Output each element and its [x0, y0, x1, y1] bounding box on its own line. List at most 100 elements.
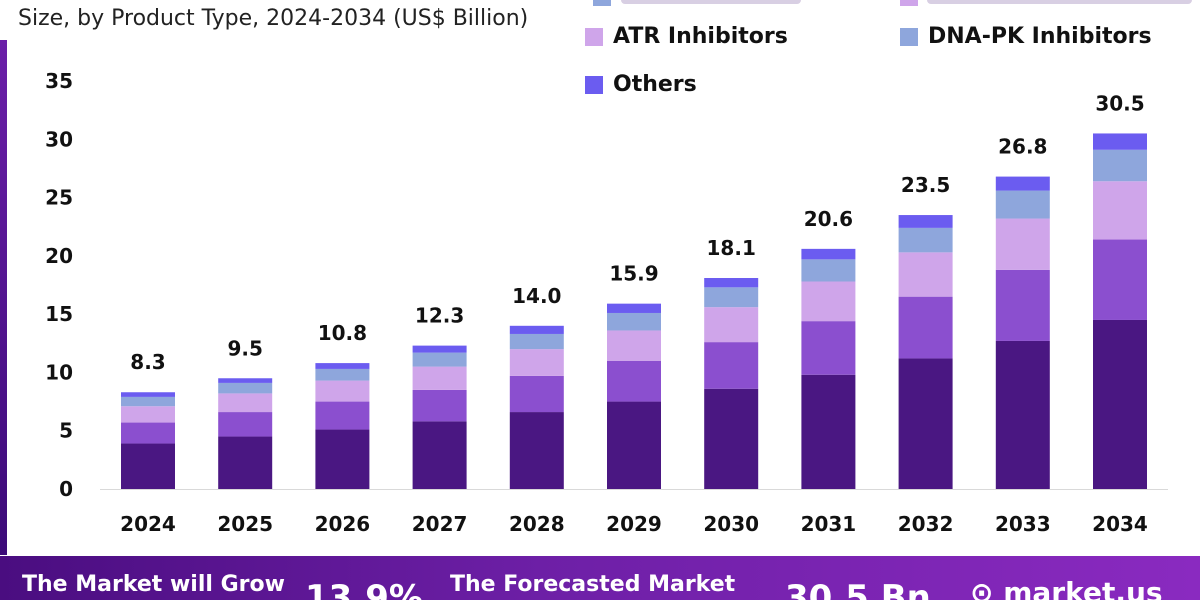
bar-total-label: 15.9 [609, 262, 658, 286]
bar-segment [412, 352, 467, 367]
bar-segment [801, 259, 856, 282]
y-tick-label: 0 [59, 477, 73, 501]
legend-swatch [900, 27, 918, 46]
x-tick-label: 2026 [315, 512, 371, 536]
bar-segment [801, 248, 856, 260]
x-tick-label: 2031 [801, 512, 857, 536]
bar-segment [218, 393, 273, 413]
bar-segment [801, 281, 856, 322]
bar-segment [801, 321, 856, 375]
bar-segment [607, 360, 661, 402]
legend-item-dna-pk-inhibitors: DNA-PK Inhibitors [900, 24, 1152, 49]
x-tick-label: 2029 [606, 512, 662, 536]
bar-segment [412, 421, 467, 489]
legend-label: DNA-PK Inhibitors [928, 24, 1152, 49]
bar-total-label: 23.5 [901, 173, 950, 197]
bar-segment [218, 382, 273, 394]
bar-segment [607, 303, 661, 313]
legend-clipped-label [927, 0, 1192, 4]
bar-segment [412, 366, 467, 390]
bar-segment [218, 436, 273, 489]
bar-segment [704, 388, 759, 489]
bar-segment [1093, 133, 1147, 150]
footer-forecast-label: The Forecasted Market [450, 572, 736, 597]
bar-total-label: 10.8 [318, 321, 367, 345]
x-tick-label: 2033 [995, 512, 1051, 536]
footer-grow-label: The Market will Grow [22, 572, 285, 597]
bar-segment [509, 325, 564, 334]
bar-segment [315, 429, 370, 489]
x-tick-label: 2025 [217, 512, 273, 536]
y-tick-label: 10 [45, 360, 73, 384]
bar-segment [995, 190, 1050, 219]
bar-total-label: 20.6 [804, 207, 853, 231]
footer-cagr-value: 13.9% [305, 578, 423, 600]
bar-segment [121, 443, 175, 489]
bar-segment [509, 333, 564, 350]
bar-segment [412, 345, 467, 353]
bar-segment [607, 401, 661, 489]
bar-segment [1093, 319, 1147, 489]
y-tick-label: 25 [45, 186, 73, 210]
legend-label: ATR Inhibitors [613, 24, 788, 49]
bar-segment [898, 358, 953, 489]
bar-total-label: 14.0 [512, 284, 561, 308]
bar-segment [121, 406, 175, 423]
x-tick-label: 2030 [703, 512, 759, 536]
bar-segment [315, 368, 370, 381]
bar-segment [995, 269, 1050, 341]
bar-segment [995, 218, 1050, 270]
bar-segment [412, 389, 467, 422]
bar-segment [218, 378, 273, 383]
bar-segment [995, 340, 1050, 489]
bar-total-label: 30.5 [1095, 91, 1144, 115]
bar-segment [315, 380, 370, 402]
legend-swatch [585, 75, 603, 94]
bar-segment [704, 307, 759, 343]
brand-name: market.us [1003, 576, 1163, 600]
footer-forecast-value: 30.5 Bn [785, 578, 931, 600]
bar-segment [121, 396, 175, 407]
x-tick-label: 2034 [1092, 512, 1148, 536]
bar-segment [607, 312, 661, 331]
bar-segment [801, 374, 856, 489]
bar-segment [1093, 149, 1147, 182]
bar-segment [1093, 239, 1147, 320]
legend-clipped-swatch [593, 0, 611, 6]
bar-segment [704, 342, 759, 389]
bar-total-label: 9.5 [227, 336, 262, 360]
bar-segment [509, 412, 564, 489]
bar-total-label: 12.3 [415, 304, 464, 328]
y-tick-label: 30 [45, 127, 73, 151]
y-tick-label: 35 [45, 69, 73, 93]
legend-label: Others [613, 72, 697, 97]
y-tick-label: 20 [45, 244, 73, 268]
bar-segment [898, 227, 953, 253]
bar-total-label: 8.3 [130, 350, 165, 374]
bar-segment [898, 215, 953, 228]
bar-segment [315, 401, 370, 430]
bar-segment [121, 422, 175, 444]
bar-segment [315, 363, 370, 369]
bar-segment [898, 252, 953, 297]
chart-subtitle: Size, by Product Type, 2024-2034 (US$ Bi… [18, 6, 529, 31]
bar-segment [704, 278, 759, 288]
stacked-bar-chart: 051015202530358.320249.5202510.8202612.3… [45, 69, 1168, 536]
legend-item-others: Others [585, 72, 697, 97]
x-tick-label: 2028 [509, 512, 565, 536]
y-tick-label: 5 [59, 419, 73, 443]
left-accent-bar [0, 40, 7, 555]
bar-segment [995, 176, 1050, 191]
bar-segment [704, 287, 759, 308]
x-tick-label: 2027 [412, 512, 468, 536]
y-tick-label: 15 [45, 302, 73, 326]
legend-clipped-row [585, 0, 1200, 7]
bar-total-label: 18.1 [707, 236, 756, 260]
x-tick-label: 2024 [120, 512, 176, 536]
brand-logo-icon: ⊙ [970, 576, 994, 600]
legend-item-atr-inhibitors: ATR Inhibitors [585, 24, 788, 49]
bar-segment [218, 412, 273, 437]
legend-clipped-swatch [900, 0, 918, 6]
bar-total-label: 26.8 [998, 135, 1047, 159]
bar-segment [607, 330, 661, 361]
